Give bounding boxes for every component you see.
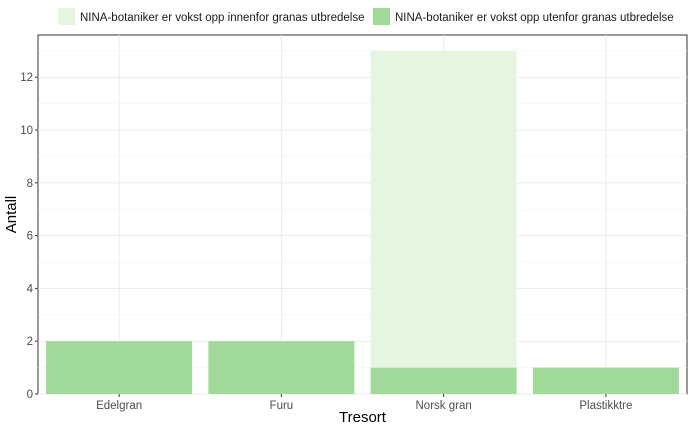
x-tick-label: Furu [270,400,294,412]
legend-label: NINA-botaniker er vokst opp utenfor gran… [395,12,674,24]
legend-key [373,8,390,25]
plot-panel [37,34,688,395]
bar [370,50,517,368]
y-tick-label: 6 [27,231,33,243]
bar [532,367,679,394]
x-tick-label: Plastikktre [579,400,632,412]
bar [46,341,193,394]
y-axis: 0 2 4 6 8 10 12 [20,72,38,401]
legend: NINA-botaniker er vokst opp innenfor gra… [58,8,674,25]
legend-key [58,8,75,25]
x-axis-title: Tresort [339,409,387,426]
bar [370,367,517,394]
y-tick-label: 0 [27,389,33,401]
bar [208,341,355,394]
y-axis-title: Antall [3,196,20,234]
legend-label: NINA-botaniker er vokst opp innenfor gra… [80,12,364,24]
x-tick-label: Norsk gran [416,400,472,412]
y-tick-label: 12 [20,72,33,84]
y-tick-label: 4 [27,283,34,295]
x-axis: Edelgran Furu Norsk gran Plastikktre [96,394,632,412]
y-tick-label: 10 [20,125,33,137]
y-tick-label: 8 [27,178,33,190]
gridlines [38,35,687,395]
x-tick-label: Edelgran [96,400,142,412]
y-tick-label: 2 [27,336,33,348]
bars [46,50,679,394]
